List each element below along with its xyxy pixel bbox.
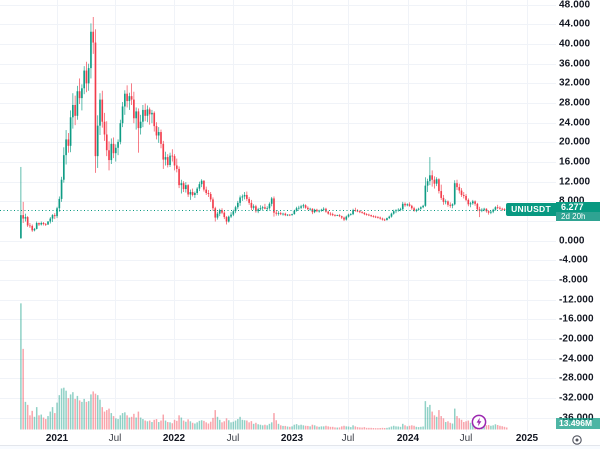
price-axis-label: 48.000	[559, 0, 591, 11]
price-axis-label: -32.000	[559, 392, 594, 404]
time-axis[interactable]: 2021 Jul 2022 Jul 2023 Jul 2024 Jul 2025	[0, 432, 600, 446]
time-axis-label: 2024	[396, 433, 420, 444]
last-price-value: 6.277	[556, 201, 600, 212]
candlestick-chart-canvas[interactable]	[0, 0, 556, 432]
time-axis-label: Jul	[108, 433, 122, 444]
price-axis-label: -4.000	[559, 254, 588, 266]
price-axis-label: 40.000	[559, 38, 591, 50]
price-axis-label: 8.000	[559, 196, 585, 207]
price-axis-label: -28.000	[559, 372, 594, 384]
price-axis[interactable]: 48.000 44.000 40.000 36.000 32.000 28.000 24.0…	[556, 0, 600, 432]
price-axis-label: -8.000	[559, 274, 588, 286]
price-axis-label: 36.000	[559, 58, 591, 70]
price-axis-label: -24.000	[559, 353, 594, 365]
price-axis-label: 32.000	[559, 77, 591, 89]
volume-axis-badge: 13.496M	[556, 418, 600, 429]
time-axis-label: Jul	[341, 433, 355, 444]
price-axis-label: 16.000	[559, 156, 591, 168]
price-axis-label: 44.000	[559, 18, 591, 30]
axis-settings-icon[interactable]	[571, 433, 583, 445]
price-axis-label: 28.000	[559, 97, 591, 109]
price-axis-label: 12.000	[559, 176, 591, 188]
price-axis-label: 0.000	[559, 235, 585, 247]
time-axis-label: Jul	[459, 433, 473, 444]
time-axis-label: 2025	[515, 433, 539, 444]
symbol-price-tag: UNIUSDT	[506, 203, 556, 217]
price-axis-label: -16.000	[559, 313, 594, 325]
price-axis-label: 24.000	[559, 117, 591, 129]
time-axis-label: Jul	[226, 433, 240, 444]
price-axis-label: 20.000	[559, 136, 591, 148]
bar-countdown: 2d 20h	[556, 211, 600, 221]
lightning-icon[interactable]	[471, 414, 487, 430]
bottom-edge-strip	[0, 446, 600, 449]
time-axis-label: 2023	[280, 433, 304, 444]
time-axis-label: 2021	[45, 433, 69, 444]
last-price-axis-badge: 6.277 2d 20h	[556, 201, 600, 221]
price-axis-label: -12.000	[559, 294, 594, 306]
time-axis-label: 2022	[162, 433, 186, 444]
price-axis-label: -20.000	[559, 333, 594, 345]
time-axis-border	[0, 445, 600, 446]
price-axis-label: -36.000	[559, 412, 594, 423]
